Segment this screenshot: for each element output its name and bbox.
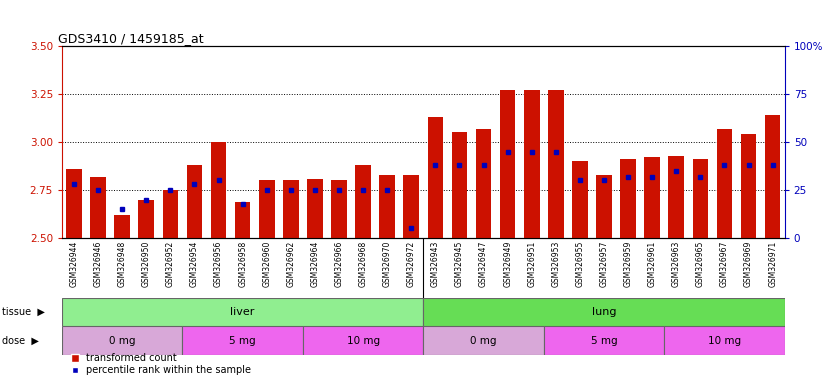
Text: GSM326953: GSM326953 <box>551 241 560 288</box>
Text: GSM326944: GSM326944 <box>69 241 78 288</box>
Text: GSM326943: GSM326943 <box>431 241 440 288</box>
Bar <box>355 165 371 238</box>
Bar <box>139 200 154 238</box>
Bar <box>163 190 178 238</box>
Text: 5 mg: 5 mg <box>591 336 617 346</box>
Bar <box>664 326 785 355</box>
Text: GSM326963: GSM326963 <box>672 241 681 288</box>
Text: 0 mg: 0 mg <box>109 336 135 346</box>
Bar <box>183 326 303 355</box>
Bar <box>524 90 539 238</box>
Text: GSM326956: GSM326956 <box>214 241 223 288</box>
Text: GSM326970: GSM326970 <box>382 241 392 288</box>
Text: GSM326965: GSM326965 <box>695 241 705 288</box>
Text: tissue  ▶: tissue ▶ <box>2 307 45 317</box>
Bar <box>331 180 347 238</box>
Bar <box>283 180 299 238</box>
Text: liver: liver <box>230 307 255 317</box>
Text: GDS3410 / 1459185_at: GDS3410 / 1459185_at <box>59 32 204 45</box>
Text: GSM326972: GSM326972 <box>406 241 415 287</box>
Text: GSM326954: GSM326954 <box>190 241 199 288</box>
Text: lung: lung <box>591 307 616 317</box>
Bar <box>379 175 395 238</box>
Text: GSM326959: GSM326959 <box>624 241 633 288</box>
Bar <box>717 129 733 238</box>
Text: GSM326949: GSM326949 <box>503 241 512 288</box>
Bar <box>596 175 612 238</box>
Text: GSM326951: GSM326951 <box>527 241 536 287</box>
Bar <box>548 90 563 238</box>
Bar <box>114 215 130 238</box>
Bar <box>668 156 684 238</box>
Bar <box>423 298 785 326</box>
Text: GSM326966: GSM326966 <box>335 241 344 288</box>
Legend: transformed count, percentile rank within the sample: transformed count, percentile rank withi… <box>67 349 255 379</box>
Text: GSM326947: GSM326947 <box>479 241 488 288</box>
Text: GSM326945: GSM326945 <box>455 241 464 288</box>
Bar <box>307 179 323 238</box>
Text: GSM326967: GSM326967 <box>720 241 729 288</box>
Bar <box>259 180 274 238</box>
Bar <box>66 169 82 238</box>
Text: GSM326955: GSM326955 <box>576 241 585 288</box>
Text: GSM326948: GSM326948 <box>117 241 126 287</box>
Bar <box>90 177 106 238</box>
Text: GSM326958: GSM326958 <box>238 241 247 287</box>
Bar <box>423 326 544 355</box>
Text: dose  ▶: dose ▶ <box>2 336 39 346</box>
Bar <box>211 142 226 238</box>
Bar <box>187 165 202 238</box>
Bar <box>692 159 708 238</box>
Bar <box>476 129 491 238</box>
Bar <box>403 175 419 238</box>
Bar <box>235 202 250 238</box>
Bar <box>644 157 660 238</box>
Bar <box>544 326 664 355</box>
Text: 5 mg: 5 mg <box>230 336 256 346</box>
Text: GSM326950: GSM326950 <box>142 241 151 288</box>
Text: GSM326952: GSM326952 <box>166 241 175 287</box>
Bar <box>452 132 468 238</box>
Text: 10 mg: 10 mg <box>708 336 741 346</box>
Text: GSM326962: GSM326962 <box>287 241 296 287</box>
Bar <box>62 298 423 326</box>
Bar <box>741 134 757 238</box>
Text: GSM326964: GSM326964 <box>311 241 320 288</box>
Text: GSM326961: GSM326961 <box>648 241 657 287</box>
Text: GSM326969: GSM326969 <box>744 241 753 288</box>
Bar <box>572 161 588 238</box>
Text: GSM326957: GSM326957 <box>600 241 609 288</box>
Bar <box>303 326 423 355</box>
Text: GSM326960: GSM326960 <box>262 241 271 288</box>
Text: GSM326971: GSM326971 <box>768 241 777 287</box>
Text: 0 mg: 0 mg <box>470 336 496 346</box>
Text: 10 mg: 10 mg <box>347 336 380 346</box>
Bar <box>428 117 444 238</box>
Bar <box>62 326 183 355</box>
Bar <box>500 90 515 238</box>
Bar <box>620 159 636 238</box>
Bar <box>765 115 781 238</box>
Text: GSM326946: GSM326946 <box>93 241 102 288</box>
Text: GSM326968: GSM326968 <box>358 241 368 287</box>
